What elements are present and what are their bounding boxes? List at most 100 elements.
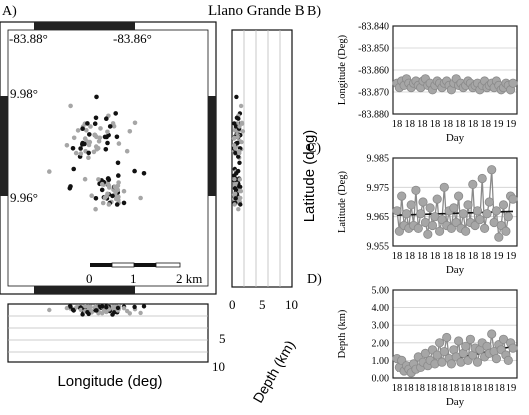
map-inner-frame [7,29,209,287]
data-point [453,336,464,346]
side-point [232,186,238,191]
lat-tick-label-2: 9.96° [10,190,38,205]
epicenter-point [71,135,77,141]
epicenter-point [105,129,110,135]
x-tick-label: 19 [506,119,517,130]
scale-bar-seg-1 [90,263,112,267]
epicenter-point [94,94,99,100]
bottom-point [64,305,70,311]
x-tick-label: 18 [392,251,403,262]
scale-label-0: 0 [86,271,93,286]
epicenter-point [87,132,92,137]
epicenter-point [89,193,94,198]
data-point [418,197,428,207]
y-tick-label: -83.840 [358,22,389,33]
y-tick-label: 5.00 [372,286,390,297]
data-point [472,206,483,216]
data-point [463,200,473,210]
side-point [235,134,240,140]
bottom-point [78,307,84,313]
data-point [501,226,511,236]
bottom-section-points [47,303,147,317]
side-section-points [231,94,246,212]
bottom-point [87,307,93,312]
epicenter-point [116,173,121,178]
bottom-point [80,312,85,317]
epicenter-point [80,126,85,131]
y-axis-label: Longitude (Deg) [337,34,348,105]
data-point [439,346,449,357]
map-frame-bar-right [208,96,216,196]
epicenter-point [98,126,103,131]
data-point [508,194,518,204]
bottom-point [121,306,127,311]
x-tick-label: 18 [442,119,453,130]
map-epicenters [47,94,147,212]
data-point [446,359,456,369]
epicenter-point [88,124,93,129]
data-point [477,173,487,184]
y-tick-label: 3.00 [372,321,390,332]
epicenter-point [82,136,88,141]
data-point [449,203,459,213]
x-axis-label: Day [446,396,465,408]
longitude-depth-section: 5 10 Longitude (deg) [7,303,226,390]
epicenter-point [93,196,99,201]
data-point [413,223,423,233]
epicenter-point [114,202,120,207]
side-point [236,207,241,212]
epicenter-point [132,168,137,174]
side-point [232,121,237,126]
data-point [484,197,494,207]
side-point [237,124,242,129]
data-point [508,343,518,353]
epicenter-point [92,121,98,126]
epicenter-point [115,160,121,166]
bottom-point [115,305,121,311]
epicenter-point [94,134,99,140]
epicenter-point [121,200,127,206]
epicenter-point [93,206,98,212]
figure-title: Llano Grande B [208,3,305,19]
data-point [434,338,445,348]
data-point [427,220,438,231]
data-point [442,332,452,343]
y-tick-label: 4.00 [372,303,390,314]
data-point [487,329,497,339]
data-point [439,182,449,192]
data-point [491,206,501,216]
epicenter-point [116,194,121,200]
epicenter-point [82,141,87,147]
side-point [237,184,242,189]
data-point [437,357,447,367]
bottom-ytick-5: 5 [219,331,226,346]
epicenter-point [70,146,76,151]
epicenter-point [68,184,73,189]
epicenter-point [86,150,91,156]
epicenter-point [116,180,121,185]
x-tick-label: 18 [415,383,426,394]
panel-label-d: D) [307,272,322,287]
side-point [232,177,237,182]
x-tick-label: 18 [468,119,479,130]
side-point [231,136,237,141]
bottom-point [141,304,147,309]
y-tick-label: -83.870 [358,88,389,99]
scale-label-2: 2 km [176,271,202,286]
x-tick-label: 18 [442,251,453,262]
epicenter-point [96,177,101,182]
data-point [498,200,509,210]
bottom-point [93,308,99,313]
latitude-depth-section: 0 5 10 Latitude (deg) Depth (km) [229,29,318,405]
y-tick-label: 1.00 [372,356,390,367]
data-point [508,78,518,88]
y-tick-label: 2.00 [372,338,390,349]
epicenter-point [84,128,89,133]
side-point [233,196,238,201]
epicenter-point [110,121,116,126]
x-tick-label: 18 [468,251,479,262]
panel-label-a: A) [2,4,17,19]
data-point [453,191,464,201]
